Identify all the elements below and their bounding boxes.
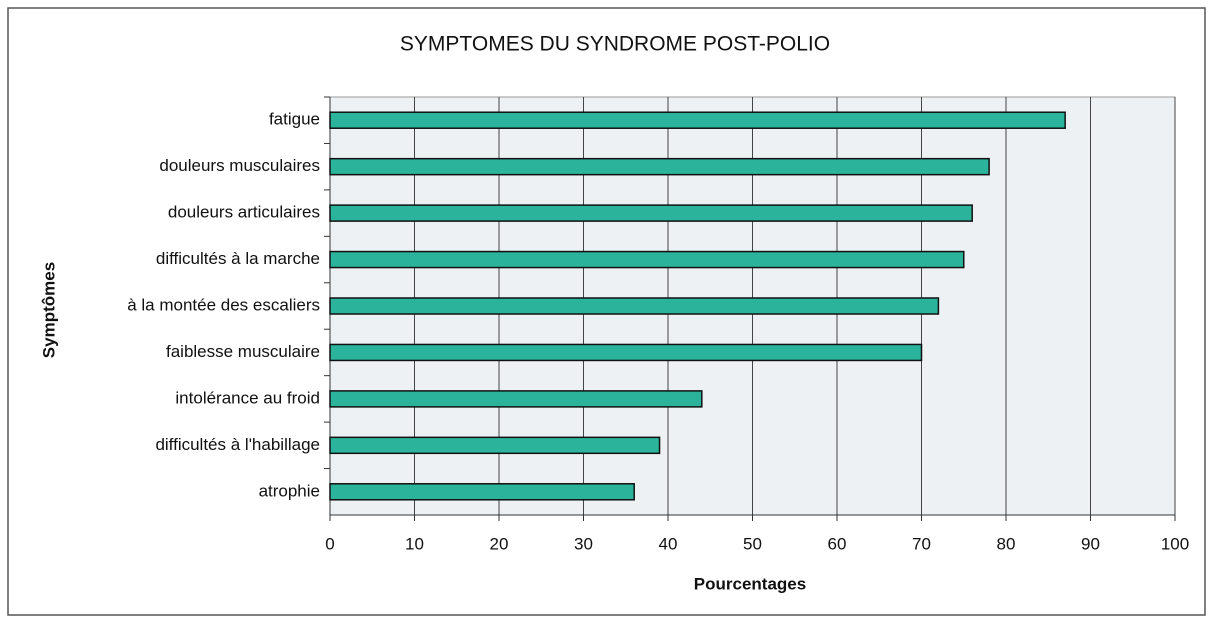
y-axis-label: Symptômes (39, 262, 58, 358)
x-tick-label: 50 (743, 534, 762, 553)
x-tick-label: 30 (574, 534, 593, 553)
bar (329, 204, 973, 222)
bar (329, 250, 965, 269)
y-tick-label: faiblesse musculaire (166, 342, 320, 361)
x-tick-label: 100 (1161, 534, 1189, 553)
y-tick-label: à la montée des escaliers (127, 295, 320, 314)
bar (329, 343, 923, 362)
y-tick-label: atrophie (259, 481, 320, 500)
y-tick-label: difficultés à la marche (156, 249, 320, 268)
bar (329, 436, 661, 455)
y-tick-label: douleurs articulaires (168, 203, 320, 222)
y-tick-label: difficultés à l'habillage (155, 435, 320, 454)
y-tick-label: fatigue (269, 110, 320, 129)
chart-title: SYMPTOMES DU SYNDROME POST-POLIO (400, 33, 830, 56)
y-tick-label: intolérance au froid (175, 388, 320, 407)
bar (329, 157, 990, 176)
bar (329, 297, 940, 315)
x-tick-label: 40 (659, 534, 678, 553)
x-tick-label: 20 (490, 534, 509, 553)
x-axis-label: Pourcentages (694, 574, 806, 593)
bar (329, 483, 635, 501)
bar (329, 111, 1066, 129)
x-tick-label: 70 (912, 534, 931, 553)
x-tick-label: 90 (1081, 534, 1100, 553)
x-tick-label: 0 (325, 534, 334, 553)
x-tick-label: 80 (997, 534, 1016, 553)
x-tick-label: 60 (828, 534, 847, 553)
x-tick-label: 10 (405, 534, 424, 553)
y-tick-label: douleurs musculaires (159, 156, 320, 175)
bar (329, 390, 703, 408)
